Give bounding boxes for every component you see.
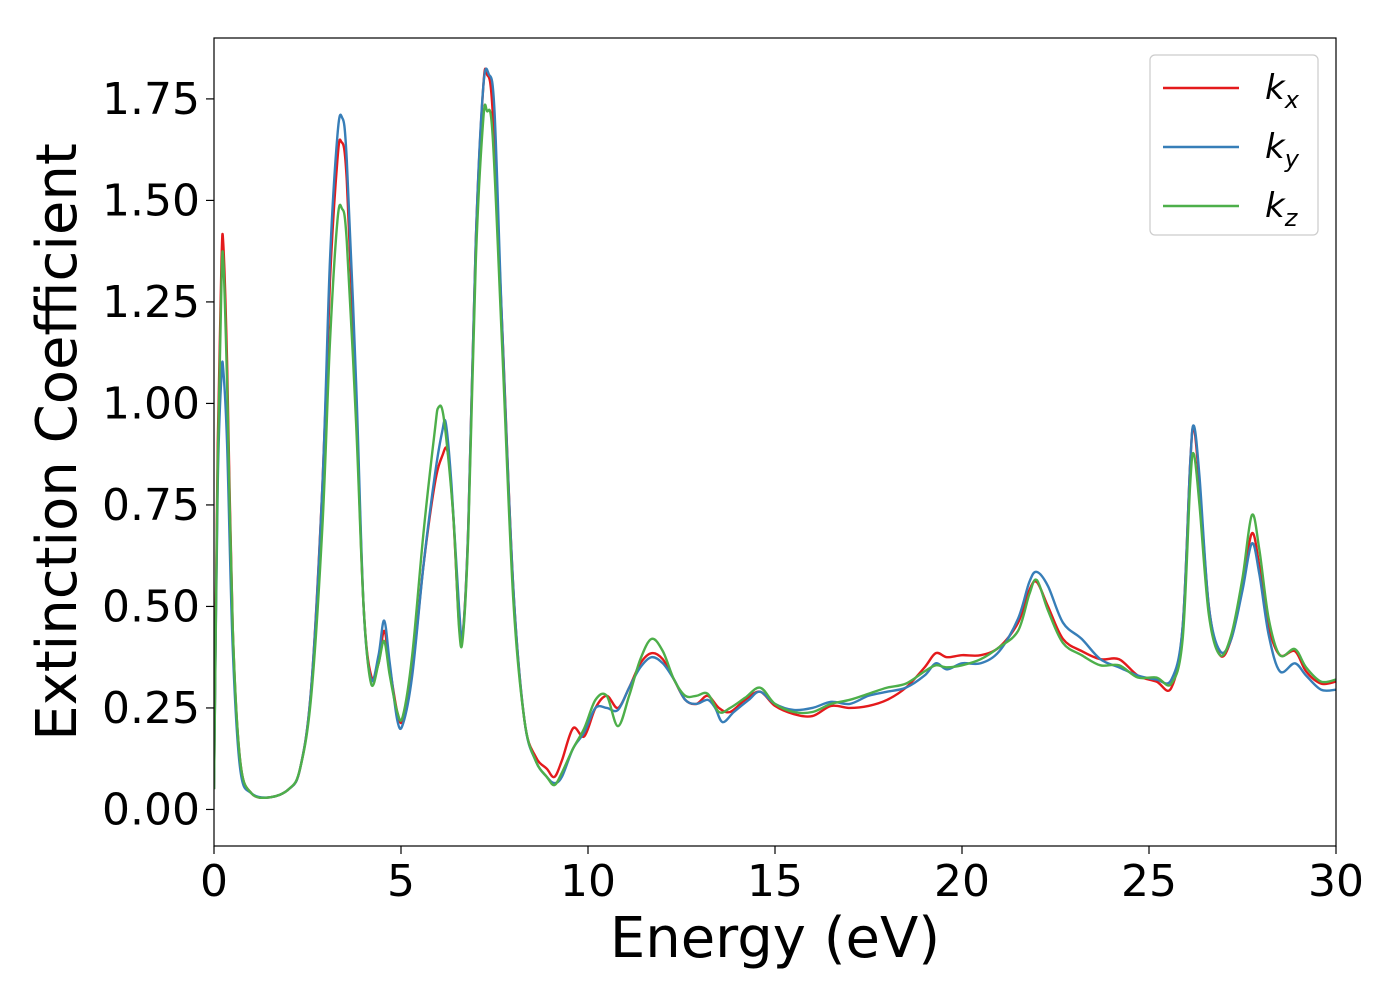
x-tick-label: 25 <box>1121 856 1177 907</box>
series-layer <box>214 67 1336 800</box>
x-tick-label: 15 <box>747 856 803 907</box>
y-tick-label: 1.00 <box>102 378 200 429</box>
series-line-ky <box>214 67 1336 799</box>
x-tick-label: 0 <box>200 856 228 907</box>
legend-label-ky: ky <box>1265 127 1300 173</box>
x-tick-label: 20 <box>934 856 990 907</box>
y-axis-label: Extinction Coefficient <box>25 143 90 741</box>
x-tick-label: 30 <box>1308 856 1364 907</box>
y-tick-label: 0.25 <box>102 683 200 734</box>
x-axis-ticks: 0 5 10 15 20 25 30 <box>200 846 1364 907</box>
series-line-kz <box>214 103 1336 800</box>
y-axis-ticks: 0.00 0.25 0.50 0.75 1.00 1.25 1.50 1.75 <box>102 74 214 835</box>
y-tick-label: 0.75 <box>102 480 200 531</box>
plot-background <box>214 38 1336 846</box>
legend-box <box>1149 54 1319 236</box>
y-tick-label: 1.25 <box>102 277 200 328</box>
x-axis-label: Energy (eV) <box>610 906 940 971</box>
y-tick-label: 1.75 <box>102 74 200 125</box>
y-tick-label: 0.50 <box>102 581 200 632</box>
x-tick-label: 10 <box>560 856 616 907</box>
y-tick-label: 0.00 <box>102 784 200 835</box>
x-tick-label: 5 <box>387 856 415 907</box>
y-tick-label: 1.50 <box>102 175 200 226</box>
